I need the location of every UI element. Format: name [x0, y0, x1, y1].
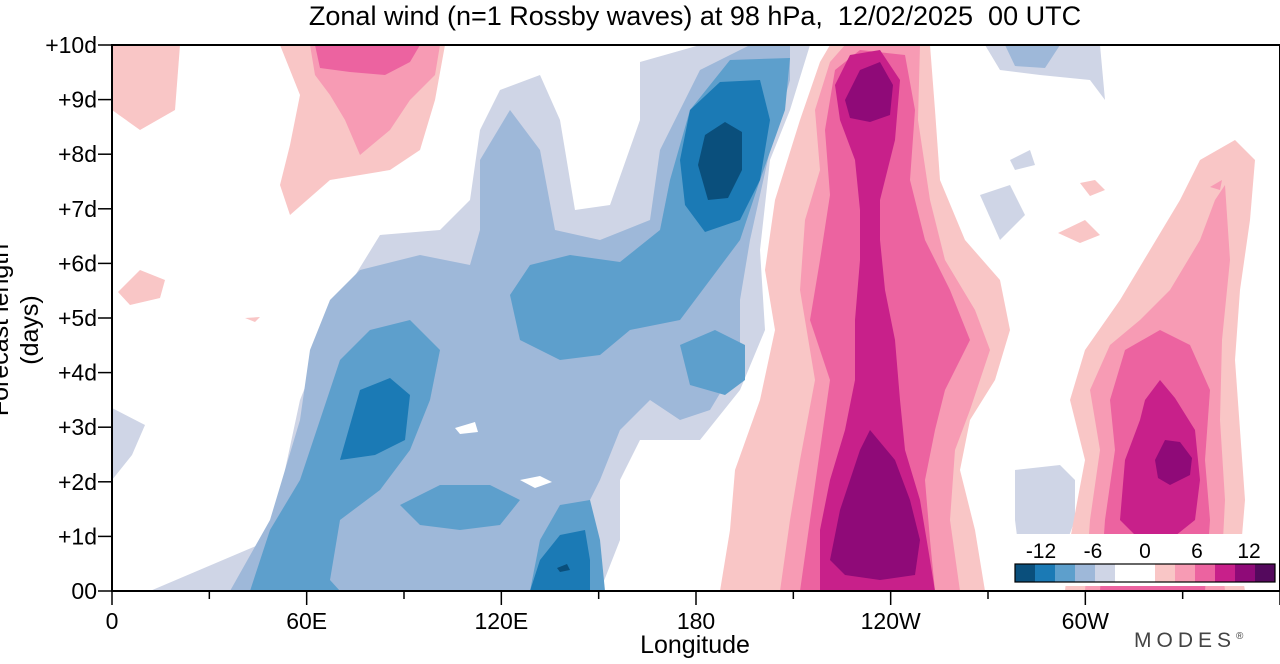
contour-patch	[1080, 180, 1105, 196]
contour-patch	[1210, 180, 1222, 190]
colorbar: -12 -6 0 6 12	[1011, 534, 1279, 586]
colorbar-swatch	[1115, 564, 1136, 582]
y-tick-label: +6d	[58, 250, 97, 276]
colorbar-swatch	[1055, 564, 1076, 582]
contour-patch	[400, 485, 520, 530]
y-tick-label: +5d	[58, 305, 97, 331]
contour-patch	[112, 408, 145, 480]
colorbar-tick-label: 0	[1139, 540, 1151, 563]
contour-patch	[1005, 45, 1060, 68]
contour-patch	[830, 430, 920, 580]
contour-patch	[1010, 150, 1035, 170]
x-tick-label: 120W	[861, 608, 921, 634]
colorbar-swatch	[1175, 564, 1196, 582]
x-axis-label: Longitude	[640, 631, 750, 659]
y-tick-label: +2d	[58, 469, 97, 495]
contour-patch	[530, 530, 590, 591]
x-tick-label: 120E	[474, 608, 528, 634]
contour-patch	[1058, 220, 1100, 243]
y-tick-label: +4d	[58, 360, 97, 386]
colorbar-swatch	[1095, 564, 1116, 582]
contour-patch	[310, 45, 440, 155]
colorbar-tick-label: 6	[1191, 540, 1203, 563]
colorbar-swatch	[1195, 564, 1216, 582]
y-tick-label: +3d	[58, 414, 97, 440]
y-tick-label: 00	[71, 578, 97, 604]
y-tick-label: +9d	[58, 87, 97, 113]
contour-patch	[118, 270, 165, 305]
contour-patch	[315, 45, 420, 75]
colorbar-swatch	[1015, 564, 1036, 582]
y-axis-label: Forecast length (days)	[0, 243, 44, 417]
y-tick-label: +1d	[58, 523, 97, 549]
colorbar-swatch	[1215, 564, 1236, 582]
y-tick-label: +7d	[58, 196, 97, 222]
colorbar-swatch	[1155, 564, 1176, 582]
y-tick-label: +8d	[58, 141, 97, 167]
contour-patch	[980, 185, 1025, 240]
colorbar-swatch	[1135, 564, 1156, 582]
y-tick-label: +10d	[45, 32, 97, 58]
contour-patch	[698, 122, 742, 200]
modes-logo: MODES®	[1134, 629, 1244, 652]
colorbar-tick-label: -12	[1026, 540, 1056, 563]
colorbar-tick-label: 12	[1237, 540, 1260, 563]
colorbar-tick-label: -6	[1084, 540, 1103, 563]
x-axis: 0 60E 120E 180 120W 60W	[106, 591, 1280, 634]
contour-patch	[340, 378, 410, 460]
contour-patch	[820, 50, 935, 591]
y-axis: 00 +1d +2d +3d +4d +5d +6d +7d +8d +9d +10d	[45, 32, 112, 604]
contour-patch	[520, 476, 552, 488]
colorbar-swatch	[1235, 564, 1256, 582]
x-tick-label: 60E	[286, 608, 327, 634]
contour-patch	[112, 45, 180, 130]
x-tick-label: 60W	[1062, 608, 1110, 634]
contour-field	[112, 45, 1255, 591]
colorbar-swatch	[1075, 564, 1096, 582]
x-tick-label: 180	[677, 608, 715, 634]
contour-patch	[845, 62, 893, 122]
contour-patch	[557, 564, 570, 572]
colorbar-swatch	[1035, 564, 1056, 582]
x-tick-label: 0	[106, 608, 119, 634]
colorbar-swatch	[1255, 564, 1276, 582]
chart-title: Zonal wind (n=1 Rossby waves) at 98 hPa,…	[308, 1, 1082, 31]
colorbar-frame	[1014, 563, 1276, 583]
contour-patch	[245, 317, 260, 322]
contour-patch	[455, 422, 478, 434]
contour-patch	[1155, 440, 1192, 485]
contour-patch	[680, 330, 745, 395]
